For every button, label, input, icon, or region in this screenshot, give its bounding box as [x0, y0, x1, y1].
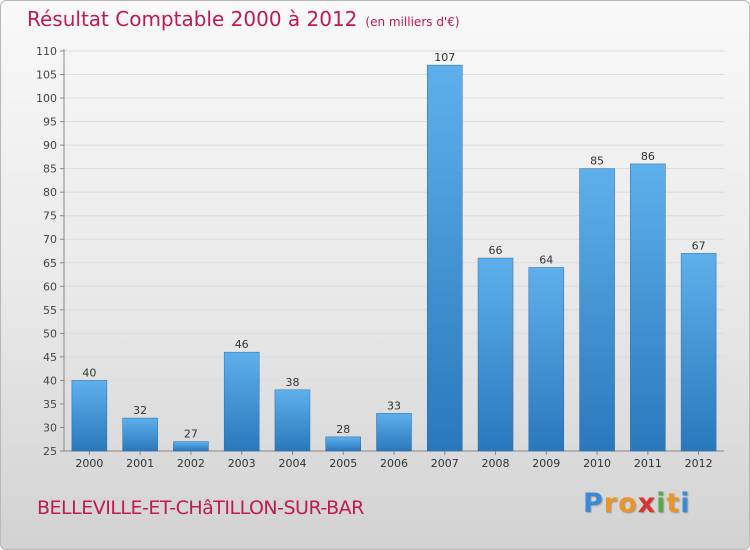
y-tick-label: 100 [36, 92, 57, 105]
x-tick-label: 2006 [380, 457, 408, 470]
bar [427, 64, 463, 452]
chart-title: Résultat Comptable 2000 à 2012 (en millie… [27, 7, 460, 31]
data-label: 40 [82, 366, 96, 379]
data-label: 32 [133, 404, 147, 417]
x-tick-label: 2001 [126, 457, 154, 470]
grid-lines [64, 50, 724, 452]
bars [71, 64, 717, 452]
x-tick-label: 2012 [685, 457, 713, 470]
y-tick-label: 65 [43, 257, 57, 270]
y-tick-label: 80 [43, 186, 57, 199]
y-tick-label: 95 [43, 116, 57, 129]
chart-title-text: Résultat Comptable 2000 à 2012 [27, 7, 358, 31]
y-tick-label: 60 [43, 280, 57, 293]
data-label: 46 [235, 338, 249, 351]
bar [325, 436, 361, 452]
bar [630, 163, 666, 452]
x-tick-label: 2010 [583, 457, 611, 470]
y-tick-label: 40 [43, 374, 57, 387]
bar [579, 168, 615, 452]
data-label: 33 [387, 399, 401, 412]
labels: 25 30 35 40 45 50 55 60 65 70 75 80 85 90 95 100 105 110 4… [36, 45, 713, 470]
x-tick-label: 2005 [329, 457, 357, 470]
x-tick-label: 2009 [532, 457, 560, 470]
proxiti-logo[interactable]: Proxiti [583, 488, 691, 519]
data-label: 66 [489, 244, 503, 257]
bar [477, 257, 514, 452]
logo-letter: r [603, 488, 619, 519]
y-tick-label: 85 [43, 163, 57, 176]
logo-letter: x [637, 488, 657, 519]
x-tick-label: 2004 [278, 457, 306, 470]
data-label: 64 [539, 253, 553, 266]
bar [274, 389, 311, 452]
y-tick-label: 50 [43, 327, 57, 340]
bar [173, 441, 209, 452]
y-tick-label: 70 [43, 233, 57, 246]
bar [376, 413, 412, 452]
x-tick-label: 2011 [634, 457, 662, 470]
y-tick-label: 25 [43, 445, 57, 458]
bar [680, 253, 717, 452]
y-tick-label: 90 [43, 139, 57, 152]
data-label: 85 [590, 155, 604, 168]
data-label: 27 [184, 428, 198, 441]
data-label: 86 [641, 150, 655, 163]
commune-name: BELLEVILLE-ET-CHâTILLON-SUR-BAR [37, 497, 364, 519]
x-tick-label: 2007 [431, 457, 459, 470]
logo-letter: i [656, 488, 667, 519]
x-tick-label: 2003 [228, 457, 256, 470]
data-label: 38 [285, 376, 299, 389]
bar [71, 380, 108, 452]
logo-letter: P [583, 488, 604, 519]
y-tick-label: 30 [43, 421, 57, 434]
x-tick-label: 2000 [75, 457, 103, 470]
y-tick-label: 75 [43, 210, 57, 223]
x-tick-label: 2008 [482, 457, 510, 470]
y-tick-label: 45 [43, 351, 57, 364]
bar [528, 267, 565, 452]
y-tick-label: 35 [43, 398, 57, 411]
logo-letter: o [618, 488, 638, 519]
bar [223, 351, 260, 452]
data-label: 28 [336, 423, 350, 436]
y-tick-label: 105 [36, 69, 57, 82]
axes [60, 49, 724, 455]
data-label: 107 [434, 51, 455, 64]
bar [122, 417, 158, 452]
logo-letter: t [666, 488, 681, 519]
y-tick-label: 55 [43, 304, 57, 317]
data-label: 67 [692, 239, 706, 252]
y-tick-label: 110 [36, 45, 57, 58]
x-tick-label: 2002 [177, 457, 205, 470]
logo-letter: i [680, 488, 691, 519]
chart-unit: (en milliers d'€) [365, 15, 460, 29]
